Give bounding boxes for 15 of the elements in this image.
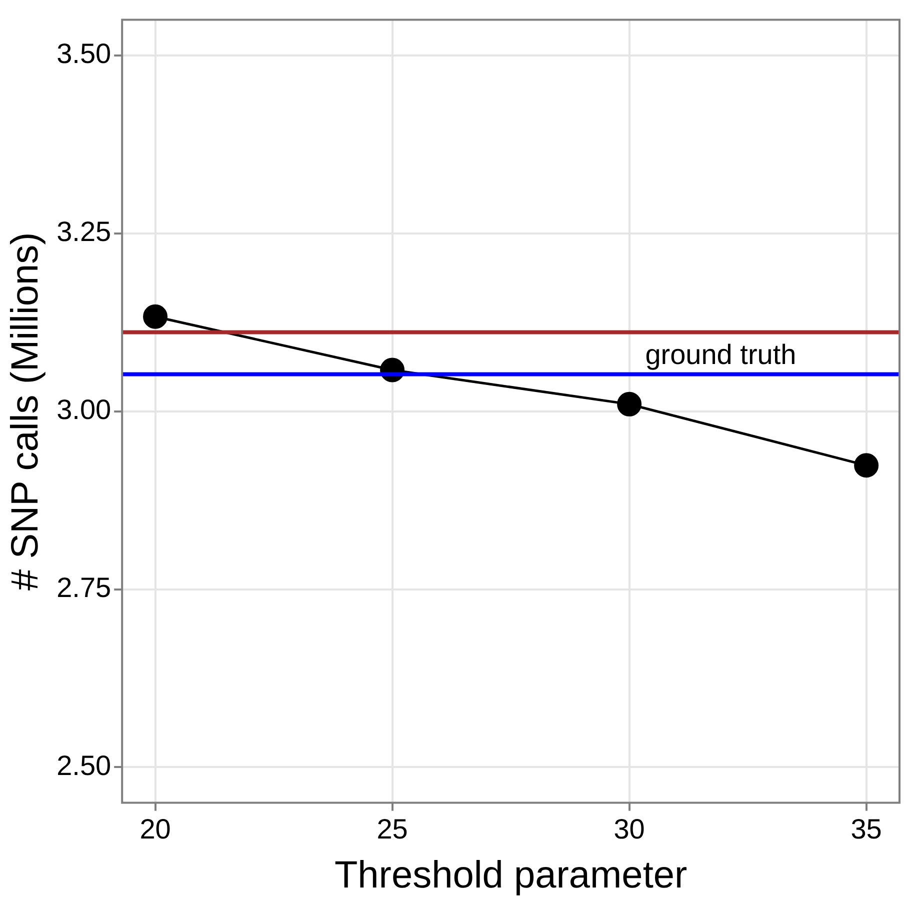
x-tick-label: 35 xyxy=(850,813,882,844)
y-tick-label: 3.25 xyxy=(56,216,112,248)
y-tick-label: 2.50 xyxy=(56,750,112,781)
ref-line-label: ground truth xyxy=(645,339,796,370)
y-axis-title: # SNP calls (Millions) xyxy=(4,232,46,590)
x-tick-label: 25 xyxy=(376,813,408,844)
y-tick-label: 3.00 xyxy=(56,394,112,426)
point xyxy=(143,304,168,329)
point xyxy=(617,392,642,416)
y-tick-label: 3.50 xyxy=(56,38,112,70)
point xyxy=(854,453,879,478)
x-tick-label: 30 xyxy=(614,813,645,844)
y-tick-label: 2.75 xyxy=(56,572,112,603)
x-tick-label: 20 xyxy=(140,813,171,844)
x-axis-title: Threshold parameter xyxy=(334,854,688,897)
